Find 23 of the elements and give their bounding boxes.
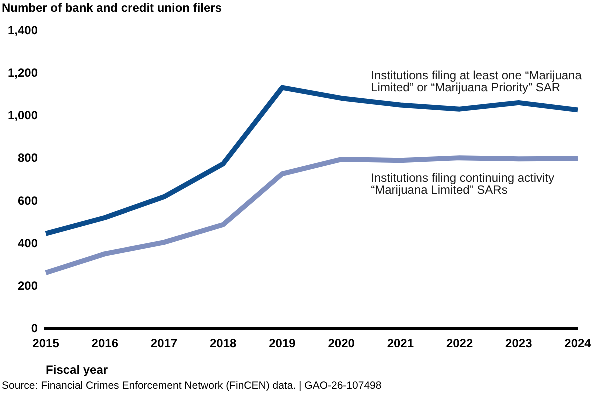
x-tick-label: 2017 — [150, 336, 178, 351]
source-note: Source: Financial Crimes Enforcement Network (FinCEN) data. | GAO-26-107498 — [2, 380, 382, 392]
x-tick-label: 2024 — [564, 336, 592, 351]
series-label: Institutions filing at least one “Marijuana Limited” or “Marijuana Priority” SAR — [371, 68, 582, 94]
x-tick-label: 2015 — [32, 336, 60, 351]
y-tick-label: 600 — [18, 194, 38, 208]
x-tick-label: 2020 — [328, 336, 356, 351]
x-tick-label: 2022 — [446, 336, 474, 351]
x-tick-label: 2023 — [506, 336, 533, 351]
x-tick-label: 2018 — [210, 336, 238, 351]
y-tick-label: 400 — [18, 236, 38, 250]
series-label: Institutions filing continuing activity “Marijuana Limited” SARs — [371, 171, 555, 198]
x-tick-label: 2016 — [92, 336, 119, 351]
y-tick-label: 1,200 — [8, 66, 38, 80]
y-tick-label: 800 — [18, 151, 38, 166]
y-tick-label: 1,400 — [8, 24, 38, 38]
x-tick-label: 2021 — [387, 336, 414, 351]
x-axis-title: Fiscal year — [46, 363, 108, 378]
y-tick-label: 200 — [18, 278, 38, 293]
y-tick-label: 0 — [31, 322, 38, 336]
y-tick-label: 1,000 — [8, 108, 38, 123]
y-axis-title: Number of bank and credit union filers — [2, 1, 222, 15]
x-tick-label: 2019 — [269, 336, 296, 351]
